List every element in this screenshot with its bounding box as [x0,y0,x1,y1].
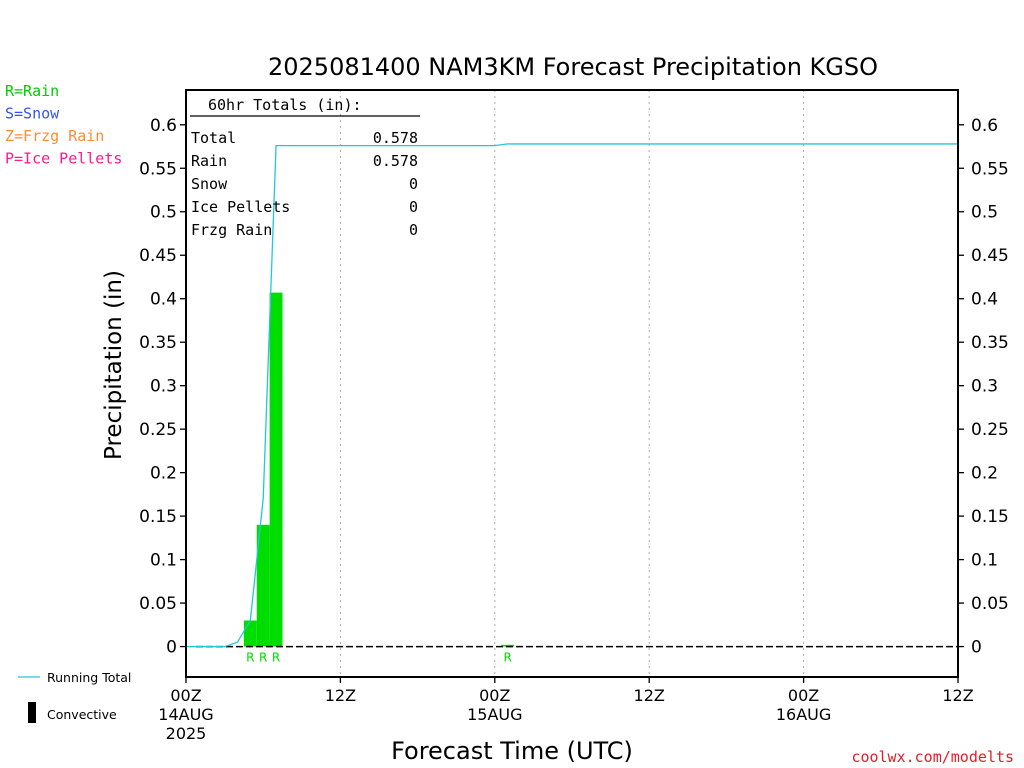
totals-row-value: 0 [409,221,418,239]
precip-bar [256,524,270,647]
bar-type-label: R [272,651,280,665]
precip-bar [269,292,283,647]
y-tick-label-right: 0.55 [971,159,1009,179]
y-tick-label-right: 0.3 [971,377,998,397]
running-total-line [186,143,958,648]
y-axis-label: Precipitation (in) [101,270,127,460]
y-tick-label: 0 [166,638,177,658]
convective-legend-label: Convective [47,707,117,722]
precip-type-legend-item: R=Rain [5,82,59,100]
bar-series [243,292,515,647]
y-tick-label: 0.55 [139,159,177,179]
precip-type-legend: R=Rain S=Snow Z=Frzg Rain P=Ice Pellets [5,82,122,168]
bar-type-label: R [259,651,267,665]
grid-lines [339,90,805,677]
y-tick-label-right: 0.05 [971,594,1009,614]
running-total-legend-label: Running Total [47,670,131,685]
y-tick-label: 0.2 [150,464,177,484]
y-tick-label: 0.35 [139,333,177,353]
y-tick-label-right: 0.1 [971,551,998,571]
y-tick-label: 0.05 [139,594,177,614]
totals-row-value: 0 [409,175,418,193]
x-axis-label: Forecast Time (UTC) [391,737,633,765]
x-tick-date: 14AUG [158,705,213,724]
convective-legend-swatch [28,702,36,723]
y-axis-left: 0 0.05 0.1 0.15 0.2 0.25 0.3 0.35 0.4 0.45 0.5 0.55… [139,116,186,658]
plot-frame [185,89,959,678]
y-tick-label: 0.5 [150,203,177,223]
y-tick-label-right: 0.45 [971,246,1009,266]
y-tick-label-right: 0.2 [971,464,998,484]
y-tick-label-right: 0.4 [971,290,998,310]
x-tick-label: 00Z [479,686,510,705]
y-tick-label: 0.45 [139,246,177,266]
totals-row-value: 0.578 [373,129,418,147]
y-tick-label-right: 0.25 [971,420,1009,440]
totals-row-label: Ice Pellets [191,198,290,216]
y-tick-label-right: 0.35 [971,333,1009,353]
totals-row-label: Frzg Rain [191,221,272,239]
totals-row-value: 0 [409,198,418,216]
totals-heading: 60hr Totals (in): [208,96,362,114]
x-tick-label: 00Z [170,686,201,705]
precip-type-legend-item: P=Ice Pellets [5,150,122,168]
precip-bar [243,620,257,647]
y-tick-label-right: 0 [971,638,982,658]
y-tick-label: 0.6 [150,116,177,136]
x-tick-label: 00Z [788,686,819,705]
x-tick-year: 2025 [166,724,207,743]
totals-box: 60hr Totals (in): Total 0.578 Rain 0.578 Sno… [190,96,420,239]
precip-type-legend-item: S=Snow [5,105,60,123]
y-axis-right: 0 0.05 0.1 0.15 0.2 0.25 0.3 0.35 0.4 0.45 0.5 0.55… [958,116,1009,658]
y-tick-label-right: 0.6 [971,116,998,136]
precip-bar [501,644,515,647]
chart-title: 2025081400 NAM3KM Forecast Precipitation… [268,53,878,81]
x-tick-date: 16AUG [776,705,831,724]
totals-row-label: Snow [191,175,228,193]
y-tick-label: 0.4 [150,290,177,310]
credit-text: coolwx.com/modelts [851,748,1014,766]
x-tick-label: 12Z [325,686,356,705]
y-tick-label: 0.1 [150,551,177,571]
y-tick-label: 0.15 [139,507,177,527]
totals-rows: Total 0.578 Rain 0.578 Snow 0 Ice Pellets 0 Frzg… [191,129,418,239]
bottom-legend: Running Total Convective [18,670,131,723]
totals-row-label: Rain [191,152,227,170]
totals-row-value: 0.578 [373,152,418,170]
bar-type-label: R [246,651,254,665]
y-tick-label: 0.25 [139,420,177,440]
y-tick-label-right: 0.5 [971,203,998,223]
bar-type-label: R [503,651,511,665]
y-tick-label-right: 0.15 [971,507,1009,527]
precip-type-legend-item: Z=Frzg Rain [5,127,104,145]
x-tick-label: 12Z [634,686,665,705]
y-tick-label: 0.3 [150,377,177,397]
x-tick-label: 12Z [942,686,973,705]
x-tick-date: 15AUG [467,705,522,724]
totals-row-label: Total [191,129,236,147]
